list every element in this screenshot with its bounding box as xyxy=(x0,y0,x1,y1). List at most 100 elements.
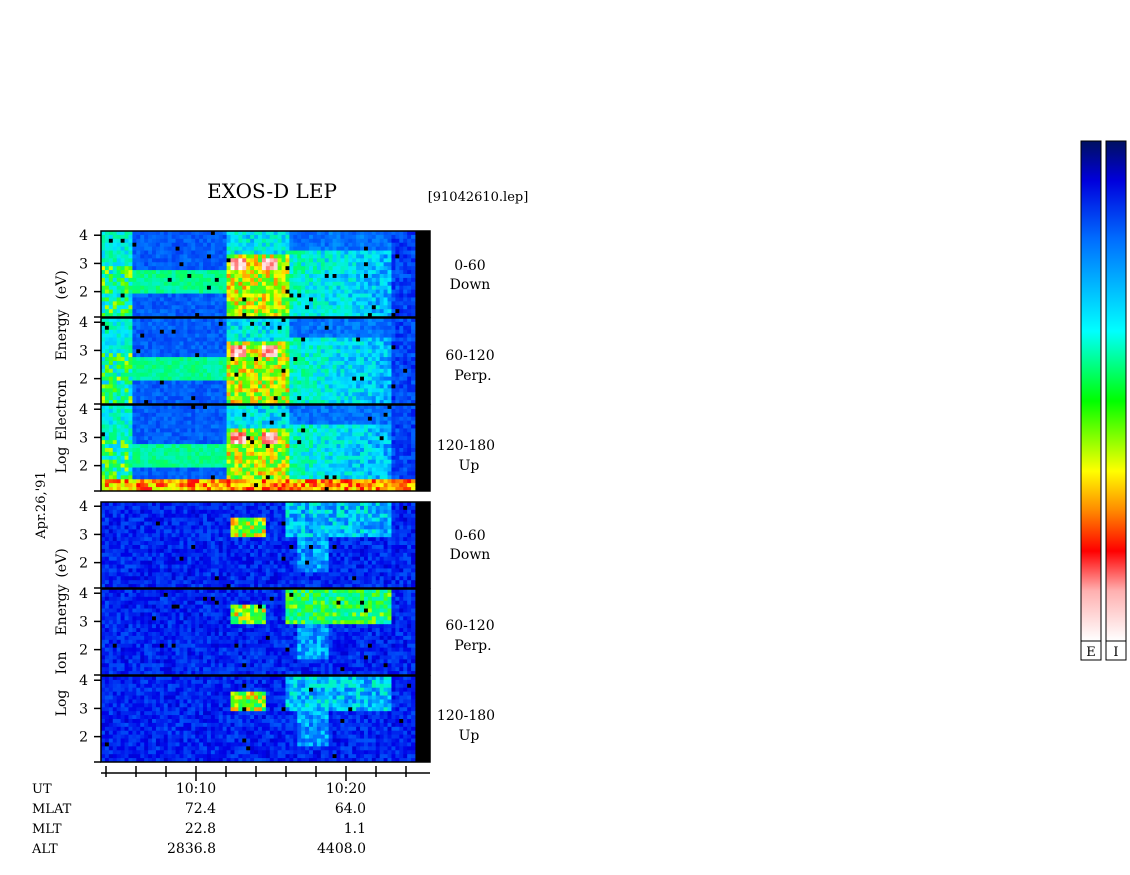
spectrogram-cell xyxy=(116,396,122,401)
spectrogram-cell xyxy=(163,400,169,405)
spectrogram-cell xyxy=(285,392,290,397)
spectrogram-cell xyxy=(301,444,306,449)
spectrogram-cell xyxy=(214,285,220,291)
spectrogram-cell xyxy=(163,459,169,465)
spectrogram-cell xyxy=(344,471,349,476)
spectrogram-cell xyxy=(312,467,318,472)
spectrogram-cell xyxy=(140,444,145,449)
spectrogram-cell xyxy=(375,293,381,298)
spectrogram-cell xyxy=(407,345,412,350)
spectrogram-cell xyxy=(316,242,322,248)
spectrogram-cell xyxy=(387,368,392,374)
spectrogram-cell xyxy=(265,412,271,418)
spectrogram-cell xyxy=(206,246,212,251)
spectrogram-cell xyxy=(206,396,212,401)
spectrogram-cell xyxy=(116,297,122,302)
spectrogram-cell xyxy=(289,400,294,405)
spectrogram-cell xyxy=(356,337,361,342)
spectrogram-cell xyxy=(222,313,228,318)
spectrogram-cell xyxy=(348,388,353,393)
spectrogram-cell xyxy=(336,254,341,259)
spectrogram-cell xyxy=(356,293,361,298)
spectrogram-cell xyxy=(375,341,381,346)
spectrogram-cell xyxy=(265,313,271,318)
spectrogram-cell xyxy=(167,451,173,457)
spectrogram-cell xyxy=(336,444,341,449)
spectrogram-cell xyxy=(305,305,310,310)
spectrogram-cell xyxy=(218,238,224,244)
spectrogram-cell xyxy=(356,444,361,449)
spectrogram-cell xyxy=(312,333,318,338)
spectrogram-cell xyxy=(148,333,153,338)
spectrogram-cell xyxy=(140,388,145,393)
spectrogram-cell xyxy=(383,353,388,358)
spectrogram-cell xyxy=(179,416,184,422)
spectrogram-cell xyxy=(411,416,416,422)
spectrogram-cell xyxy=(293,405,298,410)
spectrogram-cell xyxy=(159,337,165,342)
spectrogram-cell xyxy=(367,305,373,310)
spectrogram-cell xyxy=(104,277,110,283)
spectrogram-cell xyxy=(324,266,330,271)
spectrogram-cell xyxy=(171,405,176,410)
spectrogram-cell xyxy=(195,293,200,298)
spectrogram-cell xyxy=(328,424,333,429)
spectrogram-cell xyxy=(367,384,373,389)
spectrogram-cell xyxy=(128,250,133,255)
spectrogram-cell xyxy=(163,242,169,248)
spectrogram-cell xyxy=(104,475,110,480)
spectrogram-cell xyxy=(261,455,267,461)
spectrogram-cell xyxy=(301,392,306,397)
spectrogram-cell xyxy=(250,396,255,401)
spectrogram-cell xyxy=(356,463,361,468)
spectrogram-cell xyxy=(214,372,220,378)
spectrogram-cell xyxy=(289,262,294,267)
spectrogram-cell xyxy=(144,440,149,445)
spectrogram-cell xyxy=(210,384,216,389)
spectrogram-cell xyxy=(230,337,235,342)
spectrogram-cell xyxy=(175,459,180,465)
spectrogram-cell xyxy=(332,238,337,244)
spectrogram-cell xyxy=(191,246,196,251)
spectrogram-cell xyxy=(163,424,169,429)
spectrogram-cell xyxy=(238,258,243,263)
spectrogram-cell xyxy=(234,448,239,453)
spectrogram-cell xyxy=(297,333,302,338)
spectrogram-cell xyxy=(265,341,271,346)
spectrogram-cell xyxy=(230,428,235,433)
spectrogram-cell xyxy=(407,388,412,393)
spectrogram-cell xyxy=(312,380,318,385)
spectrogram-cell xyxy=(175,368,180,374)
spectrogram-cell xyxy=(297,297,302,302)
spectrogram-cell xyxy=(289,408,294,414)
spectrogram-cell xyxy=(116,440,122,445)
spectrogram-cell xyxy=(320,262,326,267)
spectrogram-cell xyxy=(332,297,337,302)
spectrogram-cell xyxy=(104,258,110,263)
spectrogram-cell xyxy=(269,380,275,385)
spectrogram-cell xyxy=(387,353,392,358)
spectrogram-cell xyxy=(112,412,118,418)
spectrogram-cell xyxy=(344,463,349,468)
spectrogram-cell xyxy=(340,405,345,410)
spectrogram-cell xyxy=(226,305,231,310)
spectrogram-cell xyxy=(265,467,271,472)
spectrogram-cell xyxy=(273,440,279,445)
spectrogram-cell xyxy=(383,412,388,418)
spectrogram-cell xyxy=(367,281,373,287)
spectrogram-cell xyxy=(281,266,286,271)
spectrogram-cell xyxy=(320,384,326,389)
spectrogram-cell xyxy=(411,333,416,338)
spectrogram-cell xyxy=(254,448,259,453)
spectrogram-cell xyxy=(375,396,381,401)
spectrogram-cell xyxy=(258,405,263,410)
spectrogram-cell xyxy=(407,234,412,240)
spectrogram-cell xyxy=(140,234,145,240)
spectrogram-cell xyxy=(411,455,416,461)
spectrogram-cell xyxy=(112,341,118,346)
spectrogram-cell xyxy=(124,408,129,414)
spectrogram-cell xyxy=(230,463,235,468)
spectrogram-cell xyxy=(144,301,149,306)
spectrogram-cell xyxy=(116,231,122,236)
spectrogram-cell xyxy=(258,254,263,259)
